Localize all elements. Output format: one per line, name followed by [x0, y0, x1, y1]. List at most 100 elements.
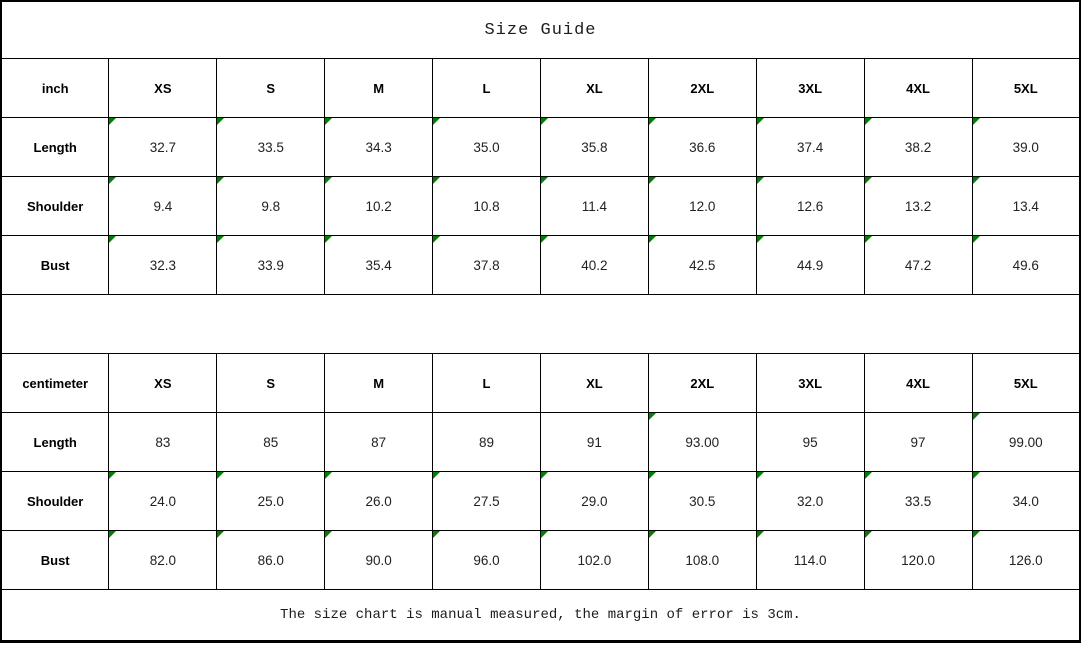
corner-flag-icon: [973, 236, 980, 243]
value-cell: 37.4: [755, 117, 865, 177]
table-row: Bust 32.3 33.9 35.4 37.8 40.2 42.5 44.9 47.2 49.6: [0, 235, 1081, 295]
unit-label: centimeter: [0, 353, 110, 413]
size-header-cell: 3XL: [755, 58, 865, 118]
value-cell: 99.00: [971, 412, 1081, 472]
corner-flag-icon: [217, 531, 225, 538]
value-cell: 93.00: [647, 412, 757, 472]
title-section: Size Guide: [0, 0, 1081, 59]
value-cell: 9.8: [216, 176, 326, 236]
row-label: Shoulder: [0, 471, 110, 531]
value-cell: 32.7: [108, 117, 218, 177]
corner-flag-icon: [541, 531, 548, 538]
value-cell: 26.0: [324, 471, 434, 531]
value-cell: 108.0: [647, 530, 757, 590]
corner-flag-icon: [865, 531, 872, 538]
corner-flag-icon: [433, 472, 441, 479]
corner-flag-icon: [325, 472, 333, 479]
corner-flag-icon: [649, 236, 656, 243]
value-cell: 86.0: [216, 530, 326, 590]
value-cell: 82.0: [108, 530, 218, 590]
corner-flag-icon: [109, 236, 117, 243]
value-cell: 89: [432, 412, 541, 472]
size-header-cell: 2XL: [647, 353, 757, 413]
corner-flag-icon: [109, 177, 117, 184]
value-cell: 37.8: [432, 235, 541, 295]
value-cell: 9.4: [108, 176, 218, 236]
corner-flag-icon: [973, 531, 980, 538]
inch-table-section: inch XS S M L XL 2XL 3XL 4XL 5XL Length 32.7 33.5 34.…: [0, 58, 1081, 295]
value-cell: 10.8: [432, 176, 541, 236]
value-cell: 34.0: [971, 471, 1081, 531]
value-cell: 91: [539, 412, 649, 472]
size-header-cell: 2XL: [647, 58, 757, 118]
corner-flag-icon: [649, 177, 656, 184]
value-cell: 47.2: [863, 235, 973, 295]
corner-flag-icon: [433, 236, 441, 243]
value-cell: 29.0: [539, 471, 649, 531]
page-title: Size Guide: [0, 0, 1081, 59]
value-cell: 40.2: [539, 235, 649, 295]
corner-flag-icon: [649, 531, 656, 538]
corner-flag-icon: [973, 472, 980, 479]
row-label: Bust: [0, 530, 110, 590]
value-cell: 30.5: [647, 471, 757, 531]
corner-flag-icon: [217, 236, 225, 243]
size-header-cell: L: [432, 353, 541, 413]
value-cell: 33.5: [863, 471, 973, 531]
table-row: Bust 82.0 86.0 90.0 96.0 102.0 108.0 114.0 120.0…: [0, 530, 1081, 590]
corner-flag-icon: [973, 177, 980, 184]
table-row: Length 32.7 33.5 34.3 35.0 35.8 36.6 37.4 38.2 39…: [0, 117, 1081, 177]
corner-flag-icon: [217, 177, 225, 184]
corner-flag-icon: [757, 236, 764, 243]
footer-row: The size chart is manual measured, the m…: [0, 589, 1081, 642]
size-header-cell: 5XL: [971, 58, 1081, 118]
value-cell: 95: [755, 412, 865, 472]
value-cell: 126.0: [971, 530, 1081, 590]
corner-flag-icon: [109, 531, 117, 538]
corner-flag-icon: [109, 118, 117, 125]
corner-flag-icon: [325, 177, 333, 184]
value-cell: 49.6: [971, 235, 1081, 295]
value-cell: 36.6: [647, 117, 757, 177]
value-cell: 97: [863, 412, 973, 472]
value-cell: 32.0: [755, 471, 865, 531]
size-header-cell: S: [216, 58, 326, 118]
value-cell: 13.4: [971, 176, 1081, 236]
centimeter-table-section: centimeter XS S M L XL 2XL 3XL 4XL 5XL Length 83 85 8…: [0, 353, 1081, 590]
corner-flag-icon: [433, 177, 441, 184]
size-header-cell: S: [216, 353, 326, 413]
corner-flag-icon: [325, 531, 333, 538]
table-row: Shoulder 9.4 9.8 10.2 10.8 11.4 12.0 12.6 13.2 13…: [0, 176, 1081, 236]
size-header-cell: XL: [539, 58, 649, 118]
value-cell: 102.0: [539, 530, 649, 590]
size-header-cell: XL: [539, 353, 649, 413]
value-cell: 27.5: [432, 471, 541, 531]
value-cell: 44.9: [755, 235, 865, 295]
corner-flag-icon: [649, 413, 656, 420]
value-cell: 114.0: [755, 530, 865, 590]
corner-flag-icon: [865, 177, 872, 184]
value-cell: 32.3: [108, 235, 218, 295]
corner-flag-icon: [541, 472, 548, 479]
corner-flag-icon: [757, 177, 764, 184]
corner-flag-icon: [973, 413, 980, 420]
value-cell: 87: [324, 412, 434, 472]
size-header-cell: XS: [108, 353, 218, 413]
size-header-cell: 4XL: [863, 58, 973, 118]
corner-flag-icon: [541, 118, 548, 125]
value-cell: 11.4: [539, 176, 649, 236]
corner-flag-icon: [757, 118, 764, 125]
corner-flag-icon: [325, 236, 333, 243]
size-header-row: inch XS S M L XL 2XL 3XL 4XL 5XL: [0, 58, 1081, 118]
corner-flag-icon: [973, 118, 980, 125]
footer-section: The size chart is manual measured, the m…: [0, 589, 1081, 642]
spacer-cell: [0, 294, 1081, 354]
value-cell: 12.0: [647, 176, 757, 236]
table-row: Shoulder 24.0 25.0 26.0 27.5 29.0 30.5 32.0 33.5…: [0, 471, 1081, 531]
value-cell: 33.9: [216, 235, 326, 295]
corner-flag-icon: [757, 531, 764, 538]
value-cell: 33.5: [216, 117, 326, 177]
corner-flag-icon: [865, 472, 872, 479]
value-cell: 83: [108, 412, 218, 472]
value-cell: 120.0: [863, 530, 973, 590]
